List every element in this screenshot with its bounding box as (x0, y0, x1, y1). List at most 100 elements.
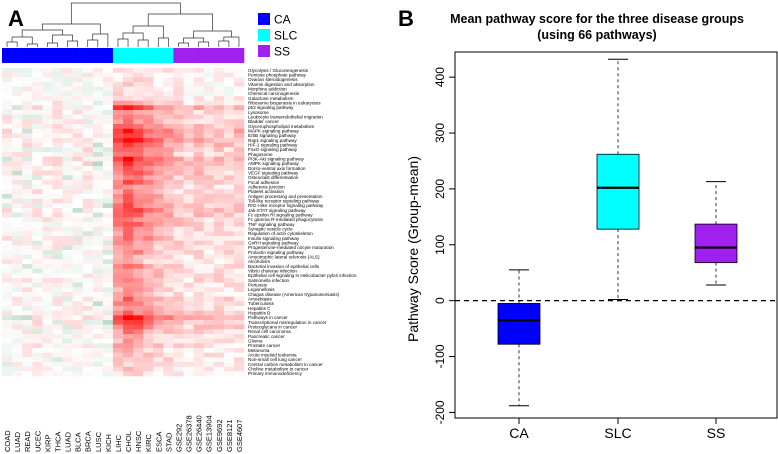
panel-b-label: B (398, 6, 414, 31)
heatmap-cell (163, 287, 174, 293)
heatmap-cell (2, 268, 13, 274)
heatmap-cell (82, 296, 94, 302)
heatmap-cell (153, 240, 164, 246)
heatmap-cell (233, 114, 245, 120)
heatmap-cell (123, 306, 134, 311)
heatmap-cell (173, 320, 184, 325)
heatmap-cell (133, 329, 144, 335)
heatmap-cell (72, 217, 83, 223)
heatmap-cell (173, 287, 184, 293)
heatmap-cell (62, 128, 73, 134)
heatmap-cell (32, 68, 43, 73)
heatmap-cell (133, 292, 144, 297)
heatmap-cell (153, 138, 164, 143)
heatmap-cell (72, 170, 83, 176)
heatmap-cell (102, 259, 114, 265)
heatmap-cell (42, 156, 53, 162)
heatmap-cell (213, 222, 225, 227)
heatmap-cell (223, 320, 235, 325)
heatmap-cell (133, 222, 144, 227)
heatmap-cell (163, 348, 174, 353)
heatmap-cell (193, 292, 204, 297)
heatmap-cell (112, 96, 124, 101)
heatmap-cell (42, 184, 53, 190)
heatmap-cell (133, 114, 144, 120)
heatmap-cell (193, 189, 204, 195)
heatmap-cell (72, 296, 83, 302)
heatmap-cell (82, 124, 94, 129)
heatmap-cell (233, 166, 245, 171)
heatmap-cell (163, 86, 174, 92)
heatmap-cell (133, 254, 144, 260)
heatmap-cell (22, 208, 33, 213)
heatmap-cell (213, 250, 225, 255)
heatmap-cell (72, 166, 83, 171)
colorbar-cell (123, 48, 134, 63)
heatmap-cell (183, 105, 194, 111)
heatmap-cell (183, 320, 194, 325)
heatmap-cell (133, 310, 144, 316)
heatmap-cell (143, 334, 154, 339)
heatmap-cell (112, 301, 124, 307)
heatmap-cell (143, 343, 154, 349)
heatmap-cell (92, 371, 104, 377)
heatmap-cell (163, 133, 174, 139)
colorbar-cell (233, 48, 245, 63)
heatmap-cell (133, 128, 144, 134)
heatmap-cell (92, 264, 104, 269)
heatmap-cell (2, 133, 13, 139)
heatmap-cell (123, 334, 134, 339)
heatmap-cell (163, 142, 174, 148)
heatmap-cell (163, 128, 174, 134)
heatmap-cell (223, 268, 235, 274)
heatmap-row-label: Renal cell carcinoma (248, 329, 291, 334)
heatmap-row-label: Insulin signaling pathway (248, 236, 300, 241)
heatmap-cell (223, 128, 235, 134)
heatmap-cell (32, 357, 43, 363)
heatmap-cell (213, 240, 225, 246)
heatmap-cell (82, 292, 94, 297)
heatmap-cell (102, 128, 114, 134)
heatmap-cell (42, 296, 53, 302)
heatmap-cell (12, 306, 23, 311)
heatmap-cell (32, 72, 43, 78)
heatmap-cell (72, 91, 83, 97)
heatmap-cell (163, 68, 174, 73)
heatmap-cell (143, 175, 154, 181)
heatmap-cell (112, 348, 124, 353)
heatmap-cell (62, 147, 73, 153)
heatmap-cell (32, 292, 43, 297)
heatmap-cell (213, 110, 225, 115)
heatmap-cell (112, 124, 124, 129)
heatmap-cell (203, 161, 215, 167)
heatmap-cell (42, 320, 53, 325)
heatmap-cell (203, 250, 215, 255)
heatmap-cell (193, 334, 204, 339)
heatmap-cell (22, 259, 33, 265)
heatmap-row-label: Central carbon metabolism in cancer (248, 362, 323, 367)
heatmap-cell (163, 152, 174, 157)
heatmap-cell (123, 203, 134, 209)
heatmap-cell (223, 198, 235, 204)
heatmap-row-label: Bacterial invasion of epithelial cells (248, 264, 320, 269)
heatmap-cell (163, 282, 174, 288)
heatmap-cell (213, 268, 225, 274)
heatmap-cell (12, 128, 23, 134)
heatmap-cell (72, 133, 83, 139)
heatmap-row-label: Prolactin signaling pathway (248, 250, 304, 255)
heatmap-cell (193, 119, 204, 125)
heatmap-cell (82, 82, 94, 87)
heatmap-cell (233, 194, 245, 199)
heatmap-cell (193, 245, 204, 251)
heatmap-row-label: Fc epsilon RI signaling pathway (248, 212, 313, 217)
heatmap-cell (153, 245, 164, 251)
heatmap-cell (112, 170, 124, 176)
heatmap-column-label: LUAD (13, 431, 22, 452)
heatmap-cell (42, 147, 53, 153)
heatmap-cell (62, 156, 73, 162)
heatmap-cell (32, 334, 43, 339)
heatmap-cell (42, 77, 53, 83)
heatmap-cell (12, 357, 23, 363)
colorbar-cell (72, 48, 83, 63)
heatmap-cell (203, 189, 215, 195)
